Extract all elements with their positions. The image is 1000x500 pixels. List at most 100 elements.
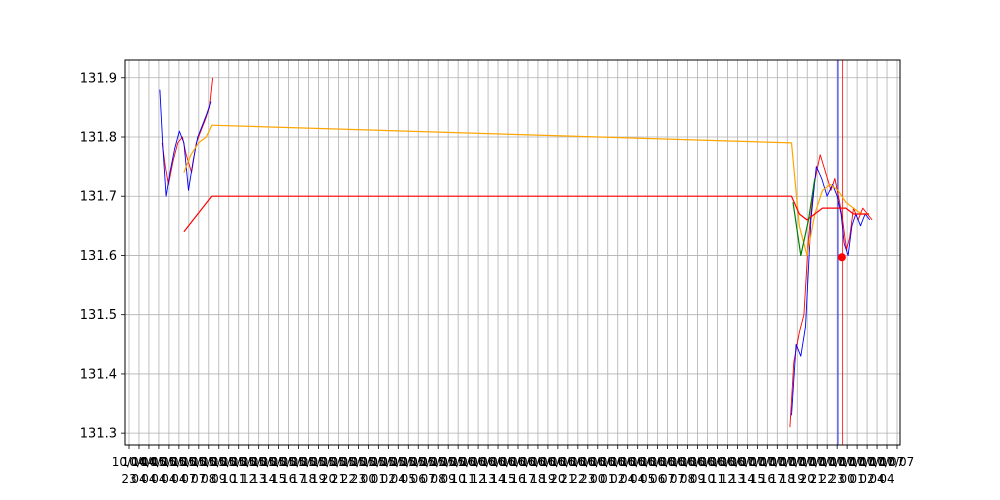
x-tick-label-date: 10/05: [351, 455, 386, 469]
x-tick-label-date: 10/07: [750, 455, 785, 469]
series-line-short-average: [792, 178, 816, 257]
x-tick-label-date: 10/07: [870, 455, 905, 469]
x-tick-label-hour: 14: [261, 472, 276, 486]
x-tick-label-hour: 00: [361, 472, 376, 486]
x-tick-label-date: 10/06: [541, 455, 576, 469]
x-axis: 10/04 23 10/04 04 10/05 04 10/05 04 10/05 04 10/05…: [112, 445, 914, 486]
x-tick-label-hour: 16: [760, 472, 775, 486]
x-tick-label-hour: 12: [720, 472, 735, 486]
x-tick-label-date: 10/07: [840, 455, 875, 469]
series-line-price-down: [791, 166, 871, 416]
x-tick-label-date: 10/05: [172, 455, 207, 469]
x-tick-label-hour: 01: [849, 472, 864, 486]
x-tick-label-hour: 07: [421, 472, 436, 486]
point-markers: [837, 253, 846, 262]
x-tick-label-hour: 23: [830, 472, 845, 486]
x-tick-label-date: 10/05: [211, 455, 246, 469]
x-tick-label-hour: 15: [750, 472, 765, 486]
x-tick-label-hour: 01: [371, 472, 386, 486]
x-tick-label-date: 10/06: [441, 455, 476, 469]
x-tick-label-date: 10/05: [291, 455, 326, 469]
x-tick-label-hour: 02: [610, 472, 625, 486]
x-tick-label-hour: 04: [141, 472, 156, 486]
x-tick-label-hour: 19: [790, 472, 805, 486]
x-tick-label-hour: 09: [441, 472, 456, 486]
x-tick-label-date: 10/05: [321, 455, 356, 469]
x-tick-label-hour: 04: [161, 472, 176, 486]
x-tick-label-date: 10/06: [640, 455, 675, 469]
x-tick-label-hour: 04: [869, 472, 884, 486]
x-tick-label-date: 10/05: [381, 455, 416, 469]
x-tick-label-hour: 22: [820, 472, 835, 486]
x-tick-label-date: 10/05: [421, 455, 456, 469]
x-tick-label-date: 10/05: [201, 455, 236, 469]
x-tick-label-date: 10/07: [780, 455, 815, 469]
x-tick-label-date: 10/05: [271, 455, 306, 469]
x-tick-label-date: 10/06: [710, 455, 745, 469]
x-tick-label-hour: 08: [680, 472, 695, 486]
x-tick-label-date: 10/05: [401, 455, 436, 469]
series-line-fast-average: [183, 124, 869, 257]
x-tick-label-date: 10/06: [580, 455, 615, 469]
x-tick-label-date: 10/05: [371, 455, 406, 469]
plot-frame: [124, 59, 901, 446]
x-tick-label-date: 10/05: [241, 455, 276, 469]
x-tick-label-hour: 09: [211, 472, 226, 486]
x-tick-label-date: 10/05: [361, 455, 396, 469]
x-tick-label-date: 10/06: [630, 455, 665, 469]
x-tick-label-date: 10/05: [301, 455, 336, 469]
y-tick-label: 131.5: [80, 308, 117, 323]
vertical-markers: [837, 60, 844, 445]
x-tick-label-hour: 04: [391, 472, 406, 486]
x-tick-label-hour: 23: [121, 472, 136, 486]
x-tick-label-hour: 06: [650, 472, 665, 486]
x-tick-label-date: 10/06: [680, 455, 715, 469]
x-tick-label-hour: 04: [620, 472, 635, 486]
point-marker: [837, 253, 846, 262]
x-tick-label-hour: 06: [411, 472, 426, 486]
x-tick-label-date: 10/06: [700, 455, 735, 469]
x-tick-label-date: 10/07: [850, 455, 885, 469]
x-tick-label-date: 10/07: [810, 455, 845, 469]
x-tick-label-hour: 21: [810, 472, 825, 486]
x-tick-label-hour: 10: [700, 472, 715, 486]
y-tick-label: 131.6: [80, 249, 117, 264]
x-tick-label-date: 10/06: [600, 455, 635, 469]
x-tick-label-hour: 15: [500, 472, 515, 486]
x-tick-label-date: 10/07: [720, 455, 755, 469]
x-tick-label-date: 10/06: [690, 455, 725, 469]
x-tick-label-hour: 22: [570, 472, 585, 486]
x-tick-label-date: 10/06: [531, 455, 566, 469]
x-tick-label-hour: 08: [201, 472, 216, 486]
x-tick-label-date: 10/06: [461, 455, 496, 469]
x-tick-label-date: 10/06: [551, 455, 586, 469]
x-tick-label-date: 10/07: [760, 455, 795, 469]
y-tick-label: 131.9: [80, 71, 117, 86]
x-tick-label-hour: 11: [460, 472, 475, 486]
x-tick-label-hour: 20: [800, 472, 815, 486]
x-tick-label-hour: 09: [690, 472, 705, 486]
x-tick-label-date: 10/07: [830, 455, 865, 469]
x-tick-label-date: 10/05: [162, 455, 197, 469]
x-tick-label-hour: 16: [510, 472, 525, 486]
x-tick-label-date: 10/05: [331, 455, 366, 469]
x-tick-label-hour: 04: [879, 472, 894, 486]
x-tick-label-hour: 19: [540, 472, 555, 486]
x-tick-label-hour: 04: [131, 472, 146, 486]
x-tick-label-date: 10/05: [152, 455, 187, 469]
x-tick-label-date: 10/07: [860, 455, 895, 469]
x-tick-label-hour: 07: [660, 472, 675, 486]
x-tick-label-date: 10/06: [501, 455, 536, 469]
x-tick-label-hour: 22: [341, 472, 356, 486]
x-tick-label-date: 10/05: [191, 455, 226, 469]
x-tick-label-hour: 08: [431, 472, 446, 486]
x-tick-label-date: 10/05: [411, 455, 446, 469]
x-tick-label-date: 10/04: [122, 455, 157, 469]
x-tick-label-hour: 11: [710, 472, 725, 486]
x-tick-label-date: 10/06: [561, 455, 596, 469]
x-tick-label-hour: 20: [321, 472, 336, 486]
x-tick-label-hour: 04: [630, 472, 645, 486]
x-tick-label-hour: 07: [191, 472, 206, 486]
x-tick-label-date: 10/06: [491, 455, 526, 469]
x-tick-label-date: 10/05: [391, 455, 426, 469]
